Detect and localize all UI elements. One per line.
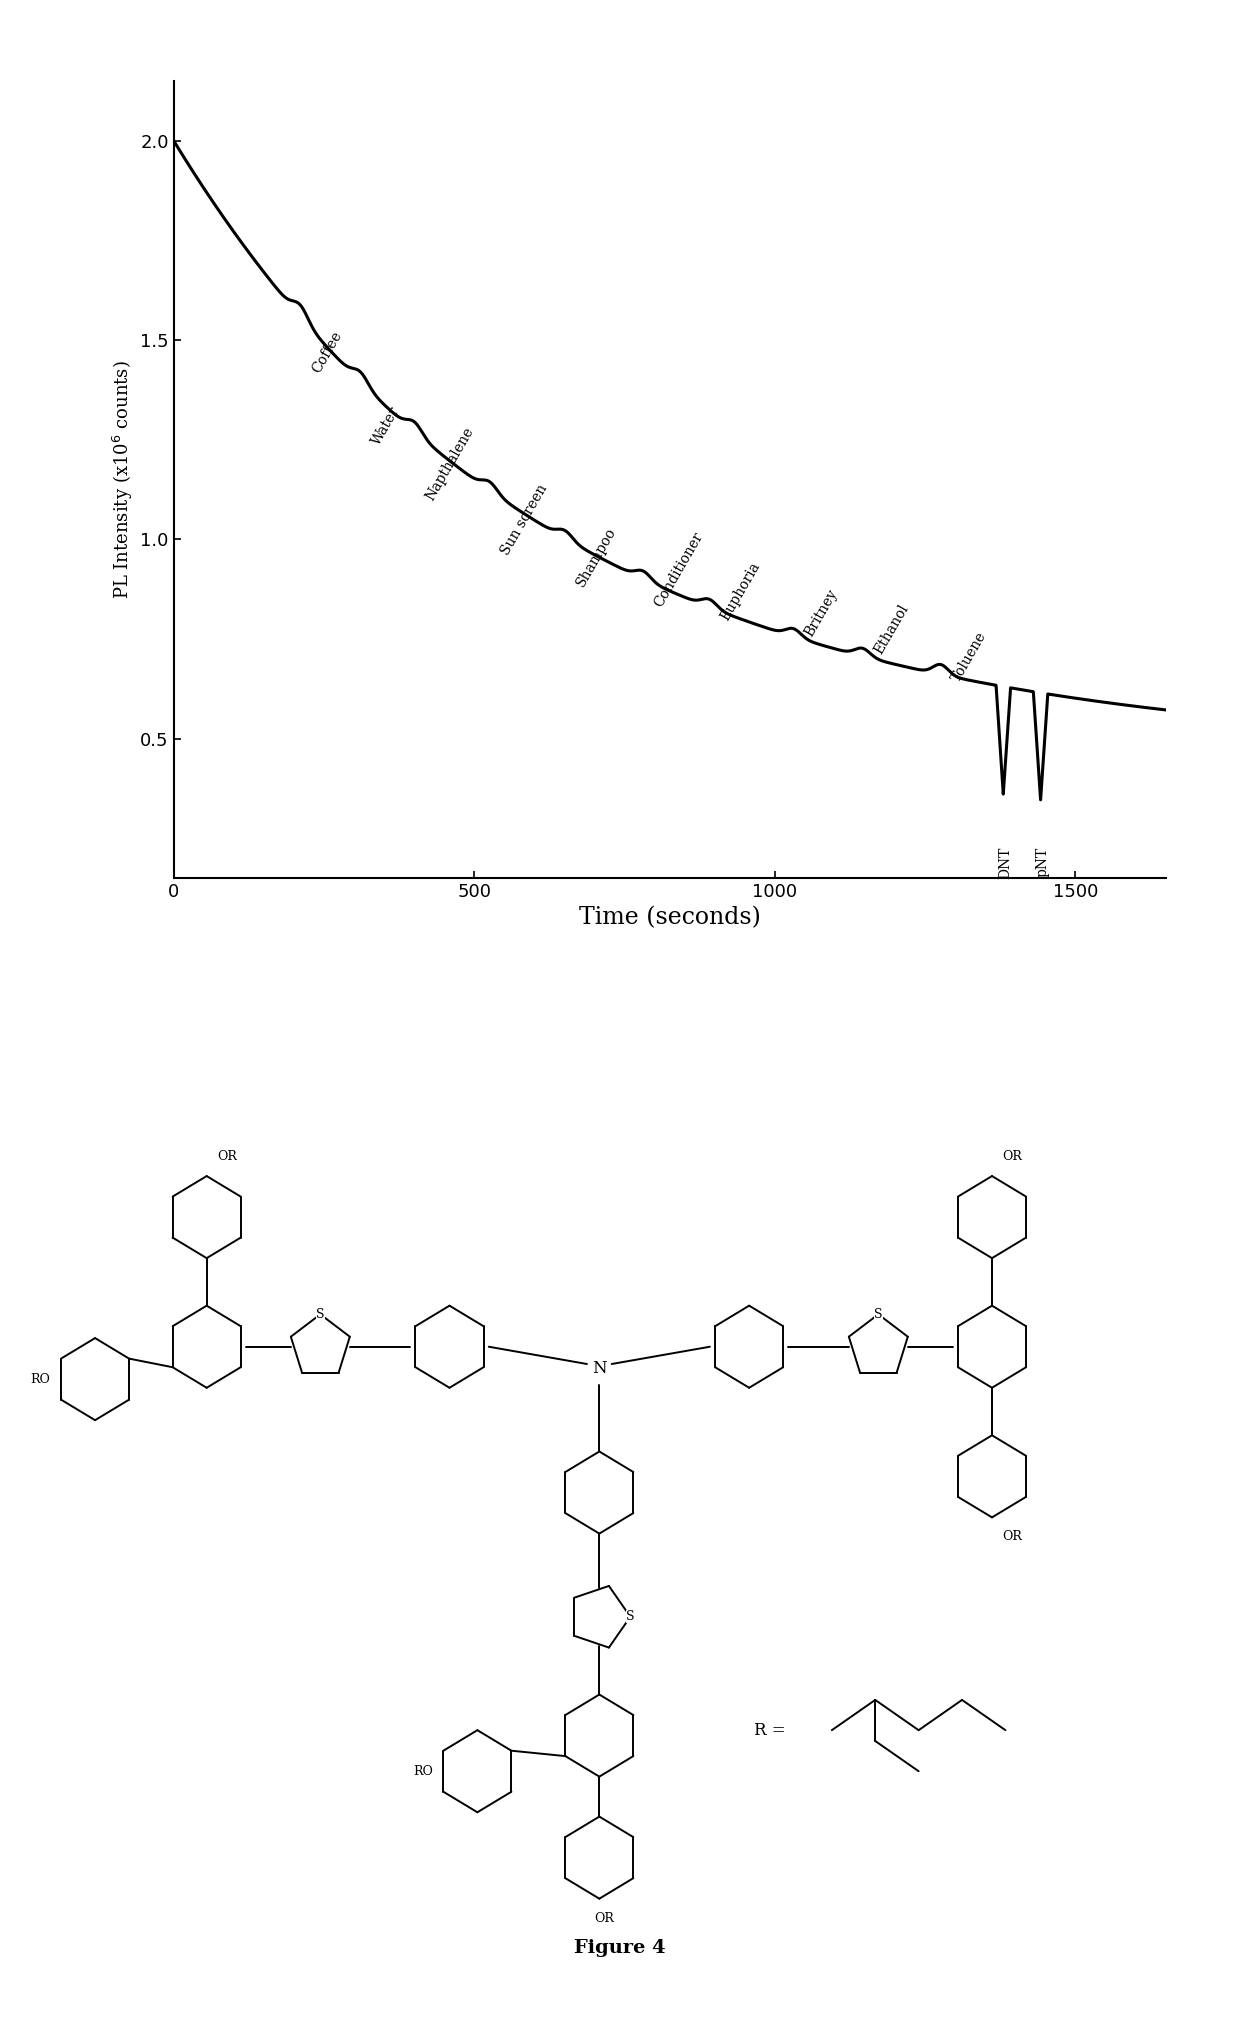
Text: R =: R =: [754, 1722, 786, 1738]
Text: OR: OR: [217, 1151, 237, 1163]
Text: Sun screen: Sun screen: [498, 483, 551, 557]
Text: pNT: pNT: [1035, 846, 1049, 876]
Text: Conditioner: Conditioner: [652, 529, 707, 610]
Text: Water: Water: [370, 404, 403, 448]
Text: Figure 4: Figure 4: [574, 1940, 666, 1956]
Text: Britney: Britney: [802, 588, 841, 638]
Text: OR: OR: [1002, 1530, 1022, 1543]
Text: Euphoria: Euphoria: [718, 559, 763, 624]
Text: S: S: [626, 1611, 635, 1623]
X-axis label: Time (seconds): Time (seconds): [579, 907, 760, 929]
Y-axis label: PL Intensity (x10$^6$ counts): PL Intensity (x10$^6$ counts): [110, 359, 135, 600]
Text: RO: RO: [413, 1765, 433, 1777]
Text: S: S: [316, 1308, 325, 1320]
Text: RO: RO: [31, 1373, 51, 1385]
Text: OR: OR: [594, 1912, 615, 1924]
Text: Coffee: Coffee: [310, 329, 345, 376]
Text: N: N: [591, 1361, 606, 1377]
Text: Napthalene: Napthalene: [424, 426, 477, 503]
Text: Shampoo: Shampoo: [574, 525, 619, 590]
Text: Ethanol: Ethanol: [872, 602, 911, 656]
Text: OR: OR: [1002, 1151, 1022, 1163]
Text: Toluene: Toluene: [950, 630, 990, 684]
Text: DNT: DNT: [998, 846, 1012, 878]
Text: S: S: [874, 1308, 883, 1320]
